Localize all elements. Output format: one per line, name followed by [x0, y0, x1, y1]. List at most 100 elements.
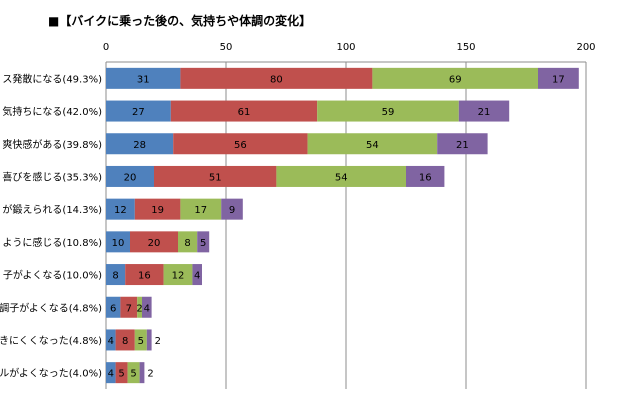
bar-segment [120, 296, 138, 318]
category-label: が鍛えられる(14.3%) [2, 203, 102, 216]
bar-segment [173, 133, 308, 155]
data-label: 6 [110, 303, 116, 314]
bar-segment [130, 231, 178, 253]
data-label: 17 [552, 74, 565, 85]
bar-segment [276, 165, 406, 187]
data-label: 59 [382, 107, 395, 118]
category-label: ように感じる(10.8%) [2, 236, 102, 249]
bar-segment [317, 100, 459, 122]
category-label: ルがよくなった(4.0%) [0, 367, 102, 380]
x-tick-label: 150 [456, 42, 475, 53]
bar-segment [154, 165, 277, 187]
data-label: 54 [335, 172, 348, 183]
x-tick-label: 100 [336, 42, 355, 53]
bar-segment [142, 296, 152, 318]
bar-segment [137, 296, 142, 318]
data-label: 10 [112, 238, 125, 249]
category-label: 調子がよくなる(4.8%) [0, 301, 102, 314]
data-label: 7 [126, 303, 132, 314]
bar-segment [163, 264, 193, 286]
bar-segment [106, 133, 174, 155]
x-tick-label: 0 [103, 42, 109, 53]
data-label: 9 [229, 205, 235, 216]
data-label: 16 [419, 172, 432, 183]
data-label: 8 [112, 271, 118, 282]
data-label: 27 [132, 107, 145, 118]
bar-segment [192, 264, 202, 286]
data-label: 28 [133, 140, 146, 151]
data-label: 2 [136, 303, 142, 314]
data-label: 5 [130, 369, 136, 380]
bar-segment [134, 329, 147, 351]
bar-segment [106, 362, 116, 384]
bar-segment [170, 100, 318, 122]
bar-segment [180, 67, 373, 89]
data-label: 12 [114, 205, 127, 216]
data-label: 21 [478, 107, 491, 118]
data-label: 17 [194, 205, 207, 216]
data-label: 4 [108, 369, 114, 380]
data-label: 2 [155, 336, 161, 347]
data-label: 21 [456, 140, 469, 151]
x-tick-label: 50 [220, 42, 233, 53]
bar-segment [307, 133, 438, 155]
bar-segment [115, 329, 135, 351]
data-label: 4 [144, 303, 150, 314]
category-label: 爽快感がある(39.8%) [2, 138, 102, 151]
data-label: 4 [194, 271, 200, 282]
data-label: 69 [449, 74, 462, 85]
data-label: 31 [137, 74, 150, 85]
bar-segment [125, 264, 164, 286]
category-label: 子がよくなる(10.0%) [3, 269, 102, 282]
data-label: 8 [184, 238, 190, 249]
data-label: 20 [124, 172, 137, 183]
data-label: 56 [234, 140, 247, 151]
bar-segment [197, 231, 210, 253]
bar-segment [106, 264, 126, 286]
bar-segment [106, 329, 116, 351]
bar-segment [106, 67, 181, 89]
data-label: 20 [148, 238, 161, 249]
bar-segment [134, 198, 181, 220]
bar-segment [106, 198, 135, 220]
data-label: 5 [200, 238, 206, 249]
data-label: 54 [366, 140, 379, 151]
category-label: きにくくなった(4.8%) [0, 335, 102, 347]
bar-segment [146, 329, 152, 351]
category-label: 喜びを感じる(35.3%) [2, 170, 102, 183]
bar-segment [127, 362, 140, 384]
bar-segment [372, 67, 538, 89]
data-label: 19 [151, 205, 164, 216]
chart-title: ■【バイクに乗った後の、気持ちや体調の変化】 [48, 13, 311, 28]
data-label: 12 [172, 271, 185, 282]
bar-segment [180, 198, 222, 220]
bar-segment [178, 231, 198, 253]
bar-segment [106, 231, 130, 253]
bar-segment [458, 100, 510, 122]
bar-segment [139, 362, 145, 384]
bar-segment [437, 133, 488, 155]
bar-segment [106, 100, 171, 122]
bar-segment [538, 67, 579, 89]
category-label: 気持ちになる(42.0%) [2, 105, 102, 118]
bar-segment [106, 296, 121, 318]
data-label: 5 [118, 369, 124, 380]
bar-segment [106, 165, 154, 187]
data-label: 51 [209, 172, 222, 183]
data-label: 5 [138, 336, 144, 347]
bar-layer [106, 67, 579, 384]
data-label: 61 [238, 107, 251, 118]
x-tick-label: 200 [576, 42, 595, 53]
bar-segment [221, 198, 243, 220]
category-label: ス発散になる(49.3%) [2, 72, 102, 85]
data-label: 8 [122, 336, 128, 347]
bar-segment [406, 165, 445, 187]
data-label: 4 [108, 336, 114, 347]
data-label: 80 [270, 74, 283, 85]
data-label: 16 [138, 271, 151, 282]
data-label: 2 [147, 369, 153, 380]
bar-segment [115, 362, 128, 384]
